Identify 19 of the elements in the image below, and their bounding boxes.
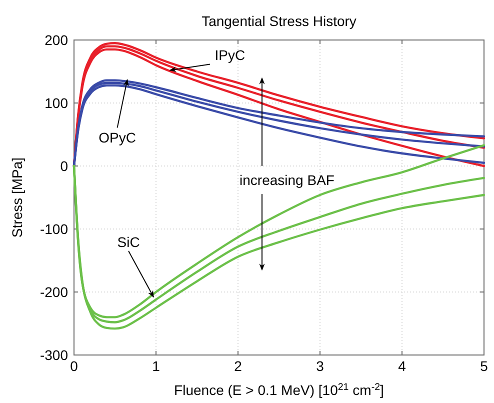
annotation: IPyC bbox=[214, 47, 246, 64]
y-tick-label: 100 bbox=[44, 95, 68, 111]
annotation: OPyC bbox=[98, 130, 136, 146]
annotation: increasing BAF bbox=[240, 172, 334, 188]
x-tick-label: 5 bbox=[480, 358, 488, 374]
x-tick-label: 2 bbox=[234, 358, 242, 374]
chart-title: Tangential Stress History bbox=[202, 13, 356, 29]
y-tick-label: 0 bbox=[60, 158, 68, 174]
annotation: SiC bbox=[117, 234, 140, 250]
x-tick-label: 1 bbox=[152, 358, 160, 374]
y-axis-title: Stress [MPa] bbox=[9, 157, 25, 238]
x-tick-label: 0 bbox=[70, 358, 78, 374]
y-tick-label: -100 bbox=[40, 221, 68, 237]
x-tick-label: 4 bbox=[398, 358, 406, 374]
y-tick-label: -200 bbox=[40, 284, 68, 300]
x-tick-label: 3 bbox=[316, 358, 324, 374]
y-tick-label: -300 bbox=[40, 347, 68, 363]
y-tick-label: 200 bbox=[44, 32, 68, 48]
x-axis-title: Fluence (E > 0.1 MeV) [10$^{21}$ cm$^{-2}$] bbox=[174, 382, 384, 398]
